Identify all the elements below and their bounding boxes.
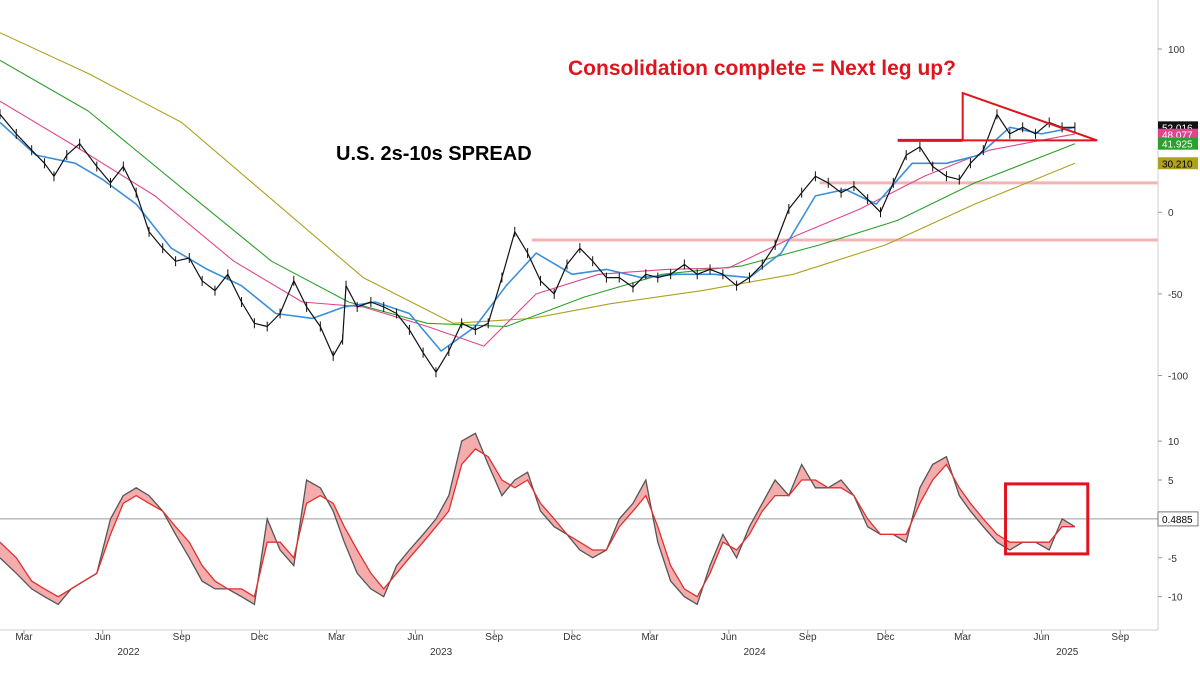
oscillator-panel-series <box>0 432 1158 606</box>
series-2s-10s-spread <box>0 113 1075 373</box>
series-signal <box>0 448 1075 598</box>
oscillator-fill <box>0 433 1075 605</box>
osc-y-tick-label: 10 <box>1168 437 1180 448</box>
price-panel-series <box>0 32 1076 378</box>
price-panel-levels <box>531 181 1158 242</box>
value-badge-label: 48.077 <box>1162 131 1193 142</box>
value-badge-label: 30.210 <box>1162 159 1193 170</box>
osc-y-tick-label: -5 <box>1168 554 1177 565</box>
x-tick-label: Jun <box>95 632 111 643</box>
x-tick-label: Dec <box>563 632 581 643</box>
chart-title: U.S. 2s-10s SPREAD <box>336 143 532 165</box>
y-tick-label: 0 <box>1168 208 1174 219</box>
x-tick-label: Mar <box>15 632 33 643</box>
oscillator-highlight-box <box>1004 482 1090 556</box>
osc-y-tick-label: 5 <box>1168 476 1174 487</box>
x-tick-label: Dec <box>877 632 895 643</box>
x-tick-label: Sep <box>173 632 191 643</box>
x-year-label: 2024 <box>743 647 766 658</box>
series-momentum <box>0 432 1076 606</box>
y-tick-label: 100 <box>1168 45 1185 56</box>
x-tick-label: Jun <box>721 632 737 643</box>
series-fast-average <box>0 121 1076 352</box>
x-year-label: 2025 <box>1056 647 1079 658</box>
osc-value-badge-label: 0.4885 <box>1162 515 1193 526</box>
x-tick-label: Sep <box>485 632 503 643</box>
x-tick-label: Sep <box>799 632 817 643</box>
x-tick-label: Mar <box>641 632 659 643</box>
osc-y-tick-label: -10 <box>1168 593 1183 604</box>
x-tick-label: Dec <box>251 632 269 643</box>
annotation-text: Consolidation complete = Next leg up? <box>568 57 956 80</box>
y-tick-label: -100 <box>1168 372 1188 383</box>
consolidation-triangle <box>961 91 1098 142</box>
value-badge-2 <box>1158 137 1198 150</box>
price-panel-annotations <box>897 91 1098 142</box>
x-year-label: 2023 <box>430 647 453 658</box>
x-year-label: 2022 <box>117 647 140 658</box>
value-badge-3 <box>1158 157 1198 170</box>
x-tick-label: Sep <box>1111 632 1129 643</box>
series-olive-average <box>0 32 1076 324</box>
x-tick-label: Mar <box>954 632 972 643</box>
osc-value-badge <box>1157 511 1199 527</box>
series-green-average <box>0 59 1076 328</box>
y-tick-label: -50 <box>1168 290 1183 301</box>
x-tick-label: Jun <box>1033 632 1049 643</box>
x-tick-label: Jun <box>407 632 423 643</box>
x-tick-label: Mar <box>328 632 346 643</box>
value-badge-label: 41.925 <box>1162 140 1193 151</box>
